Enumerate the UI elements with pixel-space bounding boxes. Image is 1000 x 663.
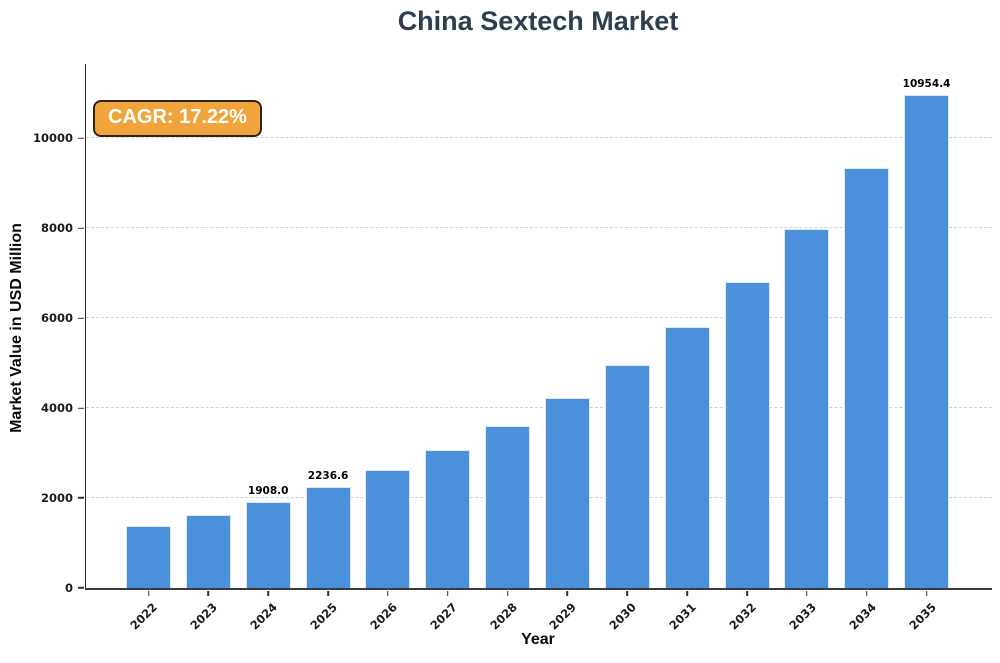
y-axis-tick-label: 8000 bbox=[40, 221, 73, 236]
x-axis-tick bbox=[506, 590, 509, 596]
x-axis-tick bbox=[626, 590, 629, 596]
y-axis-tick bbox=[78, 407, 85, 409]
x-axis-tick-label-2034: 2034 bbox=[846, 600, 879, 633]
x-axis-tick-label-2029: 2029 bbox=[546, 600, 580, 633]
bar-2028 bbox=[485, 425, 531, 588]
x-axis-tick-label-2028: 2028 bbox=[486, 600, 520, 633]
bar-2034 bbox=[844, 167, 890, 588]
x-axis-tick bbox=[147, 590, 150, 596]
x-axis-tick bbox=[387, 590, 389, 596]
gridline bbox=[86, 137, 992, 139]
gridline bbox=[86, 497, 992, 499]
bar-2022 bbox=[126, 525, 171, 588]
bar-2029 bbox=[544, 398, 590, 588]
y-axis-tick bbox=[78, 497, 85, 499]
x-axis-tick bbox=[267, 590, 269, 596]
x-axis-tick bbox=[925, 590, 928, 596]
cagr-annotation-badge: CAGR: 17.22% bbox=[93, 100, 262, 137]
x-axis-tick-label-2026: 2026 bbox=[367, 600, 400, 633]
gridline bbox=[86, 227, 992, 229]
x-axis-tick bbox=[566, 590, 569, 596]
y-axis-tick-label: 10000 bbox=[32, 131, 73, 146]
y-axis-tick bbox=[78, 227, 85, 229]
bar-2026 bbox=[365, 470, 411, 588]
x-axis-tick bbox=[446, 590, 449, 596]
x-axis-tick-label-2031: 2031 bbox=[666, 600, 700, 633]
x-axis-tick-label-2035: 2035 bbox=[905, 600, 939, 633]
bar-2033 bbox=[784, 229, 830, 588]
x-axis-title: Year bbox=[521, 631, 555, 648]
bar-2025 bbox=[305, 487, 351, 588]
x-axis-tick bbox=[865, 590, 868, 596]
bar-2032 bbox=[724, 282, 770, 588]
y-axis-tick-label: 2000 bbox=[40, 491, 73, 506]
y-axis-tick bbox=[78, 137, 85, 140]
x-axis-tick-label-2033: 2033 bbox=[786, 600, 819, 633]
x-axis-tick-label-2023: 2023 bbox=[187, 600, 221, 633]
x-axis-tick-label-2024: 2024 bbox=[247, 600, 281, 633]
bar-value-label-2035: 10954.4 bbox=[902, 78, 951, 91]
bar-value-label-2024: 1908.0 bbox=[247, 485, 289, 498]
x-axis-tick-label-2027: 2027 bbox=[427, 600, 460, 633]
gridline bbox=[86, 317, 992, 319]
bar-2031 bbox=[664, 327, 710, 588]
x-axis-tick bbox=[327, 590, 329, 596]
x-axis-tick-label-2022: 2022 bbox=[127, 600, 161, 633]
x-axis-tick-label-2032: 2032 bbox=[726, 600, 759, 633]
y-axis-tick bbox=[78, 317, 85, 319]
plot-area: 0 2000 4000 6000 8000 10000 2022 2023 1908.0 2024… bbox=[33, 64, 992, 633]
x-axis-tick bbox=[806, 590, 808, 596]
x-axis-tick bbox=[746, 590, 748, 596]
bar-2035 bbox=[904, 95, 950, 588]
bar-2024 bbox=[245, 502, 291, 588]
gridline bbox=[86, 407, 992, 409]
x-axis-tick-label-2030: 2030 bbox=[606, 600, 640, 633]
x-axis-tick bbox=[207, 590, 210, 596]
y-axis-tick-label: 0 bbox=[64, 581, 73, 595]
y-axis-title: Market Value in USD Million bbox=[8, 223, 25, 433]
y-axis-tick-label: 6000 bbox=[40, 311, 73, 326]
bar-value-label-2025: 2236.6 bbox=[307, 470, 349, 483]
x-axis-tick bbox=[686, 590, 688, 596]
x-axis-tick-label-2025: 2025 bbox=[307, 600, 340, 633]
bar-2027 bbox=[425, 449, 471, 588]
y-axis-tick-label: 4000 bbox=[40, 401, 73, 416]
bar-2030 bbox=[604, 365, 650, 588]
chart-title: China Sextech Market bbox=[397, 6, 679, 36]
y-axis-tick bbox=[78, 587, 85, 589]
bar-2023 bbox=[185, 514, 231, 588]
